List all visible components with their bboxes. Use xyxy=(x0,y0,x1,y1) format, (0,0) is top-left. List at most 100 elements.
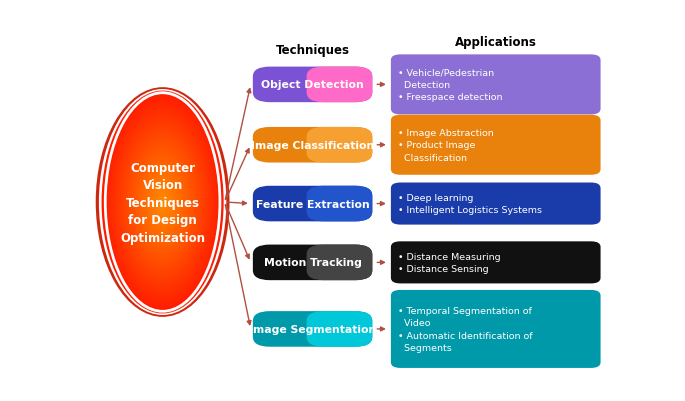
Ellipse shape xyxy=(132,146,194,259)
Ellipse shape xyxy=(108,103,218,302)
Ellipse shape xyxy=(154,187,171,218)
Ellipse shape xyxy=(119,123,206,282)
FancyBboxPatch shape xyxy=(253,245,373,280)
Ellipse shape xyxy=(145,170,180,235)
Ellipse shape xyxy=(101,91,223,314)
Ellipse shape xyxy=(136,154,189,251)
Ellipse shape xyxy=(106,100,219,305)
Text: Feature Extraction: Feature Extraction xyxy=(256,199,369,209)
Ellipse shape xyxy=(141,164,184,241)
Ellipse shape xyxy=(151,182,174,223)
Ellipse shape xyxy=(138,158,187,247)
FancyBboxPatch shape xyxy=(391,55,601,115)
Ellipse shape xyxy=(129,142,196,263)
Ellipse shape xyxy=(159,196,166,209)
Ellipse shape xyxy=(113,112,212,293)
Text: • Temporal Segmentation of
  Video
• Automatic Identification of
  Segments: • Temporal Segmentation of Video • Autom… xyxy=(398,306,533,352)
Ellipse shape xyxy=(149,178,176,227)
FancyBboxPatch shape xyxy=(253,186,373,222)
Ellipse shape xyxy=(96,88,229,317)
Ellipse shape xyxy=(140,161,186,244)
Ellipse shape xyxy=(145,169,181,236)
FancyBboxPatch shape xyxy=(307,311,373,347)
Ellipse shape xyxy=(142,166,182,239)
Ellipse shape xyxy=(146,172,179,233)
FancyBboxPatch shape xyxy=(307,245,373,280)
Ellipse shape xyxy=(105,98,220,307)
Ellipse shape xyxy=(158,194,167,211)
Ellipse shape xyxy=(112,111,213,294)
Text: Image Segmentation: Image Segmentation xyxy=(249,324,376,334)
Ellipse shape xyxy=(147,173,179,232)
Ellipse shape xyxy=(131,144,195,261)
FancyBboxPatch shape xyxy=(307,128,373,163)
Ellipse shape xyxy=(122,129,203,276)
Ellipse shape xyxy=(103,94,222,311)
Ellipse shape xyxy=(151,180,175,225)
Ellipse shape xyxy=(112,109,214,296)
Ellipse shape xyxy=(118,121,208,284)
Ellipse shape xyxy=(153,186,172,219)
FancyBboxPatch shape xyxy=(391,242,601,284)
Ellipse shape xyxy=(110,107,215,298)
Ellipse shape xyxy=(161,200,164,205)
Ellipse shape xyxy=(148,176,177,229)
Ellipse shape xyxy=(144,168,182,237)
Ellipse shape xyxy=(107,101,219,304)
Ellipse shape xyxy=(115,116,210,289)
Ellipse shape xyxy=(138,157,188,248)
Ellipse shape xyxy=(120,125,206,280)
Text: • Vehicle/Pedestrian
  Detection
• Freespace detection: • Vehicle/Pedestrian Detection • Freespa… xyxy=(398,68,503,102)
FancyBboxPatch shape xyxy=(253,311,373,347)
FancyBboxPatch shape xyxy=(253,128,373,163)
Ellipse shape xyxy=(158,193,168,212)
Ellipse shape xyxy=(153,184,173,221)
Ellipse shape xyxy=(160,198,165,207)
Ellipse shape xyxy=(102,93,223,312)
Ellipse shape xyxy=(134,150,192,255)
Ellipse shape xyxy=(135,152,190,253)
Text: • Deep learning
• Intelligent Logistics Systems: • Deep learning • Intelligent Logistics … xyxy=(398,193,543,215)
Text: Applications: Applications xyxy=(455,36,536,49)
Ellipse shape xyxy=(125,134,200,271)
Ellipse shape xyxy=(128,140,197,265)
Text: Motion Tracking: Motion Tracking xyxy=(264,258,362,268)
FancyBboxPatch shape xyxy=(391,290,601,368)
Ellipse shape xyxy=(127,137,199,268)
Ellipse shape xyxy=(129,143,195,262)
Ellipse shape xyxy=(105,97,221,308)
Ellipse shape xyxy=(123,130,202,275)
Ellipse shape xyxy=(127,139,198,266)
Ellipse shape xyxy=(99,90,226,315)
Ellipse shape xyxy=(126,136,199,269)
Ellipse shape xyxy=(155,188,171,217)
Ellipse shape xyxy=(111,108,214,297)
Ellipse shape xyxy=(125,133,201,272)
Ellipse shape xyxy=(133,148,192,257)
Ellipse shape xyxy=(136,155,188,250)
FancyBboxPatch shape xyxy=(391,183,601,225)
Ellipse shape xyxy=(155,190,169,215)
Ellipse shape xyxy=(108,104,216,301)
Text: Image Classification: Image Classification xyxy=(251,140,374,150)
Ellipse shape xyxy=(124,132,201,273)
Ellipse shape xyxy=(134,151,191,254)
FancyBboxPatch shape xyxy=(391,115,601,175)
Text: • Distance Measuring
• Distance Sensing: • Distance Measuring • Distance Sensing xyxy=(398,252,501,273)
Ellipse shape xyxy=(160,197,166,208)
Ellipse shape xyxy=(132,147,193,258)
Ellipse shape xyxy=(114,115,211,290)
FancyBboxPatch shape xyxy=(307,67,373,103)
Text: Techniques: Techniques xyxy=(275,44,349,57)
Ellipse shape xyxy=(139,160,186,245)
Ellipse shape xyxy=(147,175,178,230)
Ellipse shape xyxy=(121,128,204,277)
Ellipse shape xyxy=(121,126,205,279)
Ellipse shape xyxy=(162,201,163,204)
Text: Computer
Vision
Techniques
for Design
Optimization: Computer Vision Techniques for Design Op… xyxy=(120,161,205,244)
Ellipse shape xyxy=(142,165,183,240)
Ellipse shape xyxy=(116,118,209,287)
Ellipse shape xyxy=(119,122,207,283)
Text: • Image Abstraction
• Product Image
  Classification: • Image Abstraction • Product Image Clas… xyxy=(398,128,494,162)
Ellipse shape xyxy=(109,105,216,300)
